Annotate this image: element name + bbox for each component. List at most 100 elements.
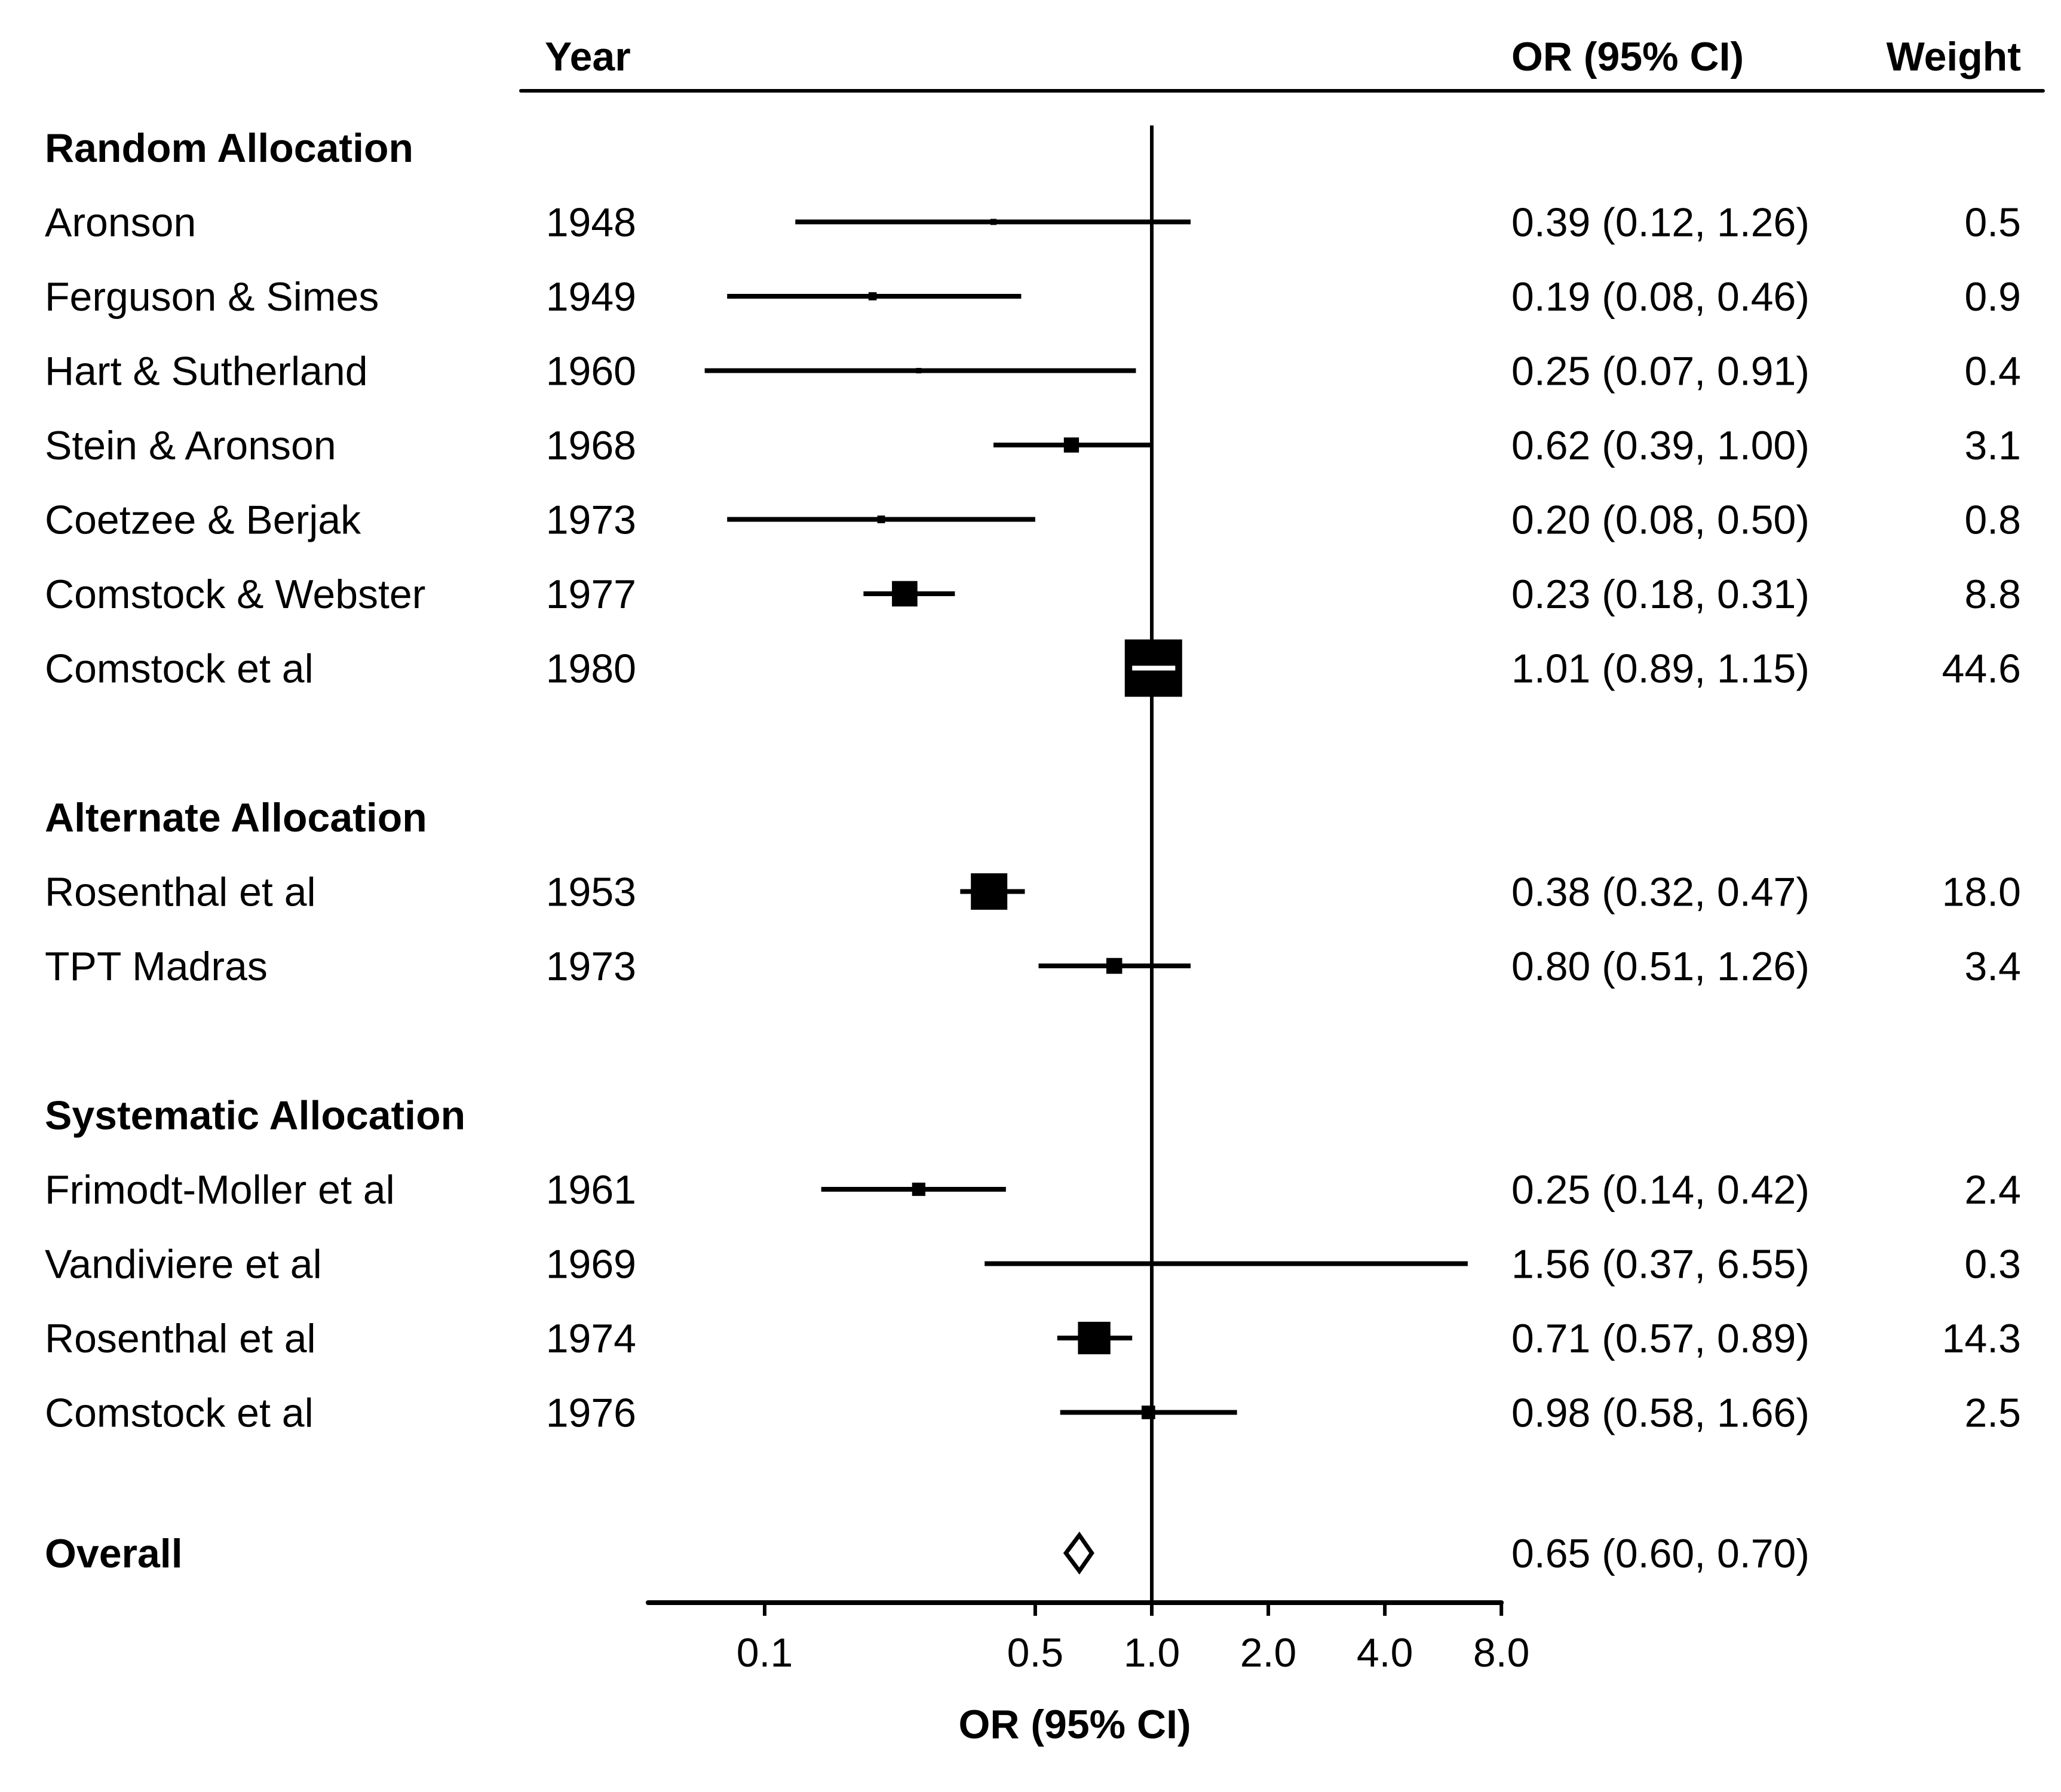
study-weight: 0.5 <box>1964 200 2021 246</box>
overall-label: Overall <box>45 1531 183 1576</box>
point-estimate-box <box>971 873 1008 910</box>
group: Random Allocation Aronson 1948 0.39 (0.12, … <box>45 125 2021 697</box>
study-row: Comstock et al 1976 0.98 (0.58, 1.66) 2.5 <box>45 1391 2021 1436</box>
study-name: Comstock et al <box>45 1391 314 1436</box>
study-year: 1969 <box>546 1242 636 1287</box>
study-row: Stein & Aronson 1968 0.62 (0.39, 1.00) 3.1 <box>45 423 2021 468</box>
study-row: Comstock & Webster 1977 0.23 (0.18, 0.31) 8… <box>45 572 2021 617</box>
study-weight: 18.0 <box>1942 870 2021 915</box>
point-estimate-box <box>877 515 885 523</box>
study-year: 1961 <box>546 1167 636 1213</box>
point-estimate-box <box>1141 1406 1155 1419</box>
study-year: 1948 <box>546 200 636 246</box>
study-year: 1960 <box>546 349 636 394</box>
study-name: Comstock et al <box>45 646 314 692</box>
overall-or-ci: 0.65 (0.60, 0.70) <box>1511 1531 1809 1576</box>
study-or-ci: 0.38 (0.32, 0.47) <box>1511 870 1809 915</box>
point-estimate-box <box>1078 1321 1111 1355</box>
study-row: Hart & Sutherland 1960 0.25 (0.07, 0.91) 0.… <box>45 349 2021 394</box>
point-estimate-box <box>990 219 997 225</box>
point-estimate-box <box>1063 437 1079 453</box>
study-or-ci: 0.71 (0.57, 0.89) <box>1511 1316 1809 1361</box>
study-weight: 3.1 <box>1964 423 2021 468</box>
study-year: 1973 <box>546 498 636 543</box>
x-tick-label: 8.0 <box>1473 1630 1530 1676</box>
x-tick-label: 2.0 <box>1240 1630 1297 1676</box>
study-year: 1949 <box>546 274 636 320</box>
study-row: Ferguson & Simes 1949 0.19 (0.08, 0.46) 0.9 <box>45 274 2021 320</box>
study-year: 1976 <box>546 1391 636 1436</box>
x-tick-label: 4.0 <box>1357 1630 1413 1676</box>
study-row: Rosenthal et al 1953 0.38 (0.32, 0.47) 18.0 <box>45 870 2021 915</box>
point-estimate-box <box>892 581 918 607</box>
group-heading: Random Allocation <box>45 125 413 171</box>
overall-diamond <box>1063 1532 1094 1575</box>
study-name: Rosenthal et al <box>45 870 316 915</box>
study-row: Vandiviere et al 1969 1.56 (0.37, 6.55) 0.3 <box>45 1242 2021 1287</box>
study-row: Frimodt-Moller et al 1961 0.25 (0.14, 0.42… <box>45 1167 2021 1213</box>
study-row: Comstock et al 1980 1.01 (0.89, 1.15) 44.6 <box>45 639 2021 697</box>
overall-row: Overall 0.65 (0.60, 0.70) <box>45 1531 1809 1576</box>
study-row: Aronson 1948 0.39 (0.12, 1.26) 0.5 <box>45 200 2021 246</box>
study-weight: 3.4 <box>1964 944 2021 989</box>
study-row: Rosenthal et al 1974 0.71 (0.57, 0.89) 14.3 <box>45 1316 2021 1361</box>
study-year: 1980 <box>546 646 636 692</box>
x-tick-label: 0.1 <box>737 1630 793 1676</box>
point-estimate-box <box>912 1182 925 1196</box>
x-tick-label: 0.5 <box>1007 1630 1064 1676</box>
column-header-weight: Weight <box>1887 34 2021 79</box>
x-tick-label: 1.0 <box>1124 1630 1180 1676</box>
point-estimate-box <box>1224 1261 1229 1266</box>
study-weight: 44.6 <box>1942 646 2021 692</box>
column-header-year: Year <box>545 34 631 79</box>
study-year: 1977 <box>546 572 636 617</box>
group: Systematic Allocation Frimodt-Moller et a… <box>45 1093 2021 1436</box>
group-heading: Systematic Allocation <box>45 1093 465 1139</box>
study-rows: Random Allocation Aronson 1948 0.39 (0.12, … <box>45 125 2021 1436</box>
study-or-ci: 0.19 (0.08, 0.46) <box>1511 274 1809 320</box>
study-or-ci: 0.25 (0.14, 0.42) <box>1511 1167 1809 1213</box>
study-name: Vandiviere et al <box>45 1242 322 1287</box>
point-estimate-box <box>1106 958 1122 974</box>
x-axis-title: OR (95% CI) <box>958 1702 1191 1747</box>
study-or-ci: 0.98 (0.58, 1.66) <box>1511 1391 1809 1436</box>
study-or-ci: 0.80 (0.51, 1.26) <box>1511 944 1809 989</box>
study-name: Hart & Sutherland <box>45 349 368 394</box>
study-year: 1953 <box>546 870 636 915</box>
study-row: Coetzee & Berjak 1973 0.20 (0.08, 0.50) 0.8 <box>45 498 2021 543</box>
point-estimate-box <box>916 367 922 374</box>
study-or-ci: 1.01 (0.89, 1.15) <box>1511 646 1809 692</box>
study-or-ci: 0.23 (0.18, 0.31) <box>1511 572 1809 617</box>
study-weight: 0.8 <box>1964 498 2021 543</box>
study-or-ci: 0.20 (0.08, 0.50) <box>1511 498 1809 543</box>
study-weight: 0.4 <box>1964 349 2021 394</box>
group: Alternate Allocation Rosenthal et al 1953 0… <box>45 795 2021 989</box>
study-year: 1973 <box>546 944 636 989</box>
group-heading: Alternate Allocation <box>45 795 427 840</box>
study-row: TPT Madras 1973 0.80 (0.51, 1.26) 3.4 <box>45 944 2021 989</box>
study-year: 1974 <box>546 1316 636 1361</box>
point-estimate-box <box>868 292 877 300</box>
study-or-ci: 0.25 (0.07, 0.91) <box>1511 349 1809 394</box>
study-weight: 0.9 <box>1964 274 2021 320</box>
column-header-or: OR (95% CI) <box>1511 34 1744 79</box>
x-axis-ticks: 0.1 0.5 1.0 2.0 4.0 8.0 <box>737 1603 1530 1676</box>
study-name: Rosenthal et al <box>45 1316 316 1361</box>
study-name: Ferguson & Simes <box>45 274 379 320</box>
study-name: Aronson <box>45 200 196 246</box>
study-weight: 14.3 <box>1942 1316 2021 1361</box>
study-name: Comstock & Webster <box>45 572 425 617</box>
study-year: 1968 <box>546 423 636 468</box>
study-or-ci: 0.62 (0.39, 1.00) <box>1511 423 1809 468</box>
study-name: TPT Madras <box>45 944 268 989</box>
study-weight: 0.3 <box>1964 1242 2021 1287</box>
study-or-ci: 0.39 (0.12, 1.26) <box>1511 200 1809 246</box>
study-name: Stein & Aronson <box>45 423 336 468</box>
study-weight: 2.4 <box>1964 1167 2021 1213</box>
study-weight: 8.8 <box>1964 572 2021 617</box>
study-or-ci: 1.56 (0.37, 6.55) <box>1511 1242 1809 1287</box>
study-name: Coetzee & Berjak <box>45 498 361 543</box>
study-weight: 2.5 <box>1964 1391 2021 1436</box>
study-name: Frimodt-Moller et al <box>45 1167 395 1213</box>
